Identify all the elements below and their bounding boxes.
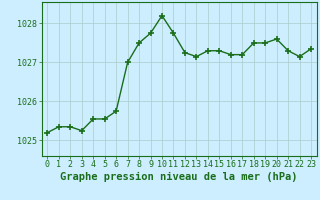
X-axis label: Graphe pression niveau de la mer (hPa): Graphe pression niveau de la mer (hPa) xyxy=(60,172,298,182)
